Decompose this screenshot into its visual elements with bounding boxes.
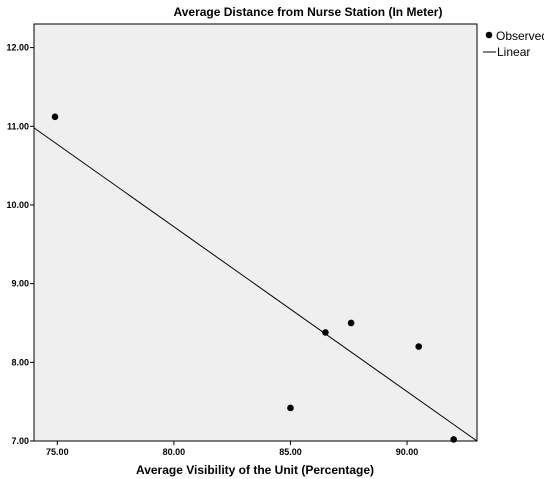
regression-line	[33, 127, 478, 442]
data-point	[322, 329, 329, 336]
points-layer	[51, 113, 457, 443]
x-tick-label: 85.00	[279, 447, 302, 457]
y-tick-label: 7.00	[11, 436, 29, 446]
plot-area	[33, 23, 478, 442]
data-point	[450, 436, 457, 443]
y-tick-label: 8.00	[11, 357, 29, 367]
legend-observed-marker	[485, 31, 493, 39]
y-tick-label: 10.00	[6, 200, 29, 210]
y-tick-label: 12.00	[6, 43, 29, 53]
x-tick-label: 75.00	[46, 447, 69, 457]
tick-layer: 75.00 80.00 85.00 90.00 7.00 8.00 9.00 10.00 11.…	[6, 43, 418, 457]
chart-title: Average Distance from Nurse Station (In …	[174, 5, 443, 19]
y-tick-label: 9.00	[11, 279, 29, 289]
data-point	[51, 113, 59, 121]
data-point	[415, 343, 423, 350]
x-tick-label: 90.00	[396, 447, 419, 457]
data-point	[347, 319, 355, 327]
x-tick-label: 80.00	[163, 447, 186, 457]
y-tick-label: 11.00	[7, 121, 29, 131]
legend-linear-label: Linear	[497, 45, 530, 59]
data-point	[287, 404, 294, 412]
legend-observed-label: Observed	[496, 29, 544, 43]
legend: Observed Linear	[483, 29, 544, 59]
x-axis-title: Average Visibility of the Unit (Percenta…	[136, 463, 374, 477]
